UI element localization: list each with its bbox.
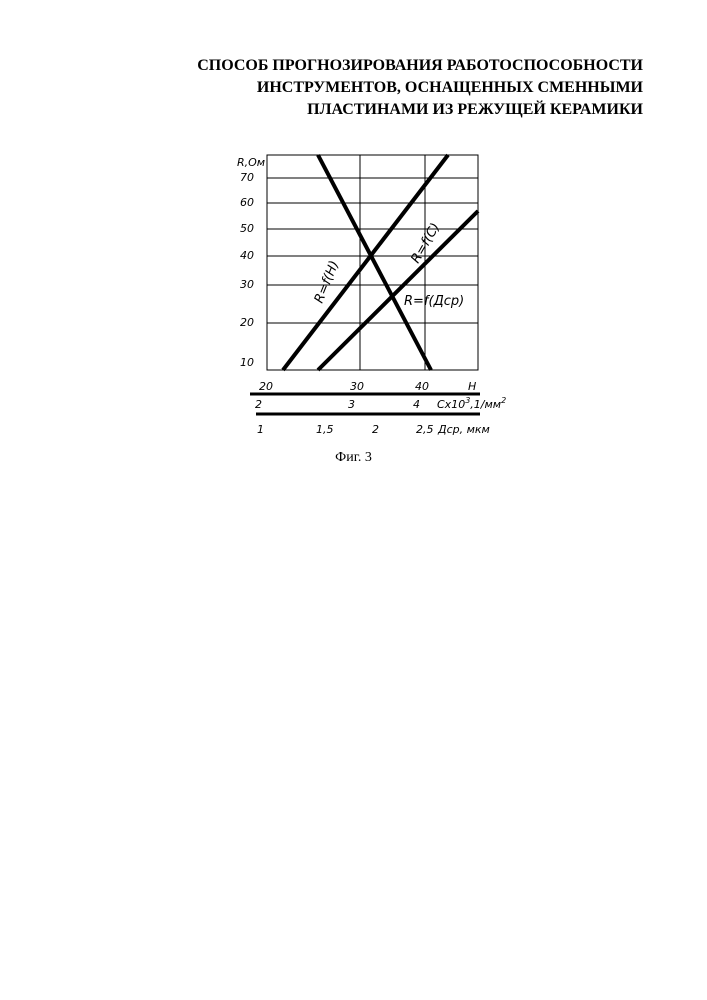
x-axis-label-c: Cx103,1/мм2 — [437, 396, 506, 411]
y-axis-label: R,Ом — [237, 156, 265, 169]
x-tick-label-c: 2 — [255, 398, 262, 411]
x-tick-label-h: 30 — [350, 380, 364, 393]
y-tick-label: 10 — [240, 356, 254, 369]
x-tick-label-c: 4 — [413, 398, 420, 411]
y-tick-label: 70 — [240, 171, 254, 184]
x-tick-label-h: 40 — [415, 380, 429, 393]
y-tick-label: 50 — [240, 222, 254, 235]
figure-3-chart: R,Ом 70 60 50 40 30 20 10 R=f(H) R=f(C) … — [0, 0, 707, 470]
x-tick-label-d: 1 — [257, 423, 264, 436]
x-tick-label-d: 2,5 — [416, 423, 434, 436]
series-label-r-f-dcp: R=f(Дср) — [404, 294, 464, 309]
x-axis-label-h: H — [468, 380, 476, 393]
y-tick-label: 30 — [240, 278, 254, 291]
x-tick-label-c: 3 — [348, 398, 355, 411]
x-tick-label-d: 2 — [372, 423, 379, 436]
y-tick-label: 40 — [240, 249, 254, 262]
x-axis-label-d: Дср, мкм — [437, 423, 490, 436]
x-tick-label-h: 20 — [259, 380, 273, 393]
series-label-r-f-c: R=f(C) — [408, 221, 443, 266]
y-tick-label: 20 — [240, 316, 254, 329]
x-tick-label-d: 1,5 — [316, 423, 334, 436]
y-tick-label: 60 — [240, 196, 254, 209]
figure-caption: Фиг. 3 — [0, 450, 707, 466]
